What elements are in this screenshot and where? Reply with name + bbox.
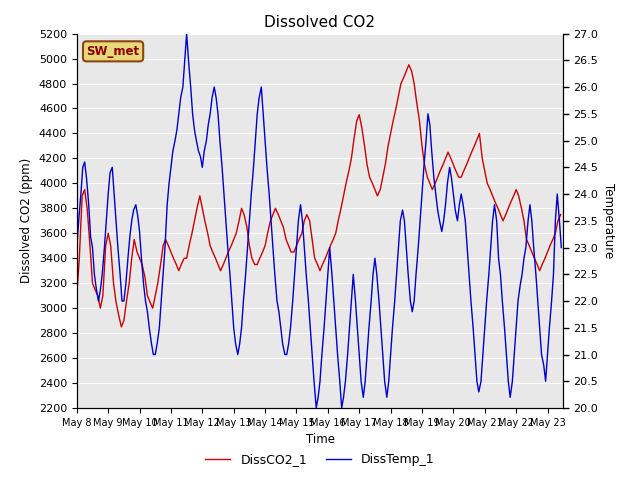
DissTemp_1: [479, 352, 486, 358]
DissCO2_1: [376, 187, 384, 192]
Legend: DissCO2_1, DissTemp_1: DissCO2_1, DissTemp_1: [200, 448, 440, 471]
DissCO2_1: [557, 212, 564, 217]
DissTemp_1: [285, 341, 292, 347]
DissTemp_1: [318, 352, 326, 358]
DissCO2_1: [405, 62, 413, 68]
Title: Dissolved CO2: Dissolved CO2: [264, 15, 376, 30]
DissCO2_1: [306, 218, 314, 224]
Y-axis label: Temperature: Temperature: [602, 183, 615, 258]
Line: DissTemp_1: DissTemp_1: [77, 34, 561, 408]
DissTemp_1: [499, 298, 506, 304]
DissTemp_1: [312, 405, 320, 411]
DissCO2_1: [149, 305, 157, 311]
X-axis label: Time: Time: [305, 433, 335, 446]
DissTemp_1: [73, 245, 81, 251]
DissCO2_1: [118, 324, 125, 330]
DissTemp_1: [543, 352, 551, 358]
Text: SW_met: SW_met: [86, 45, 140, 58]
DissTemp_1: [183, 31, 191, 36]
DissCO2_1: [523, 237, 531, 242]
DissCO2_1: [355, 112, 363, 118]
Y-axis label: Dissolved CO2 (ppm): Dissolved CO2 (ppm): [20, 158, 33, 283]
DissTemp_1: [557, 245, 565, 251]
DissCO2_1: [73, 293, 81, 299]
DissCO2_1: [447, 156, 454, 161]
DissTemp_1: [442, 202, 449, 208]
Line: DissCO2_1: DissCO2_1: [77, 65, 561, 327]
